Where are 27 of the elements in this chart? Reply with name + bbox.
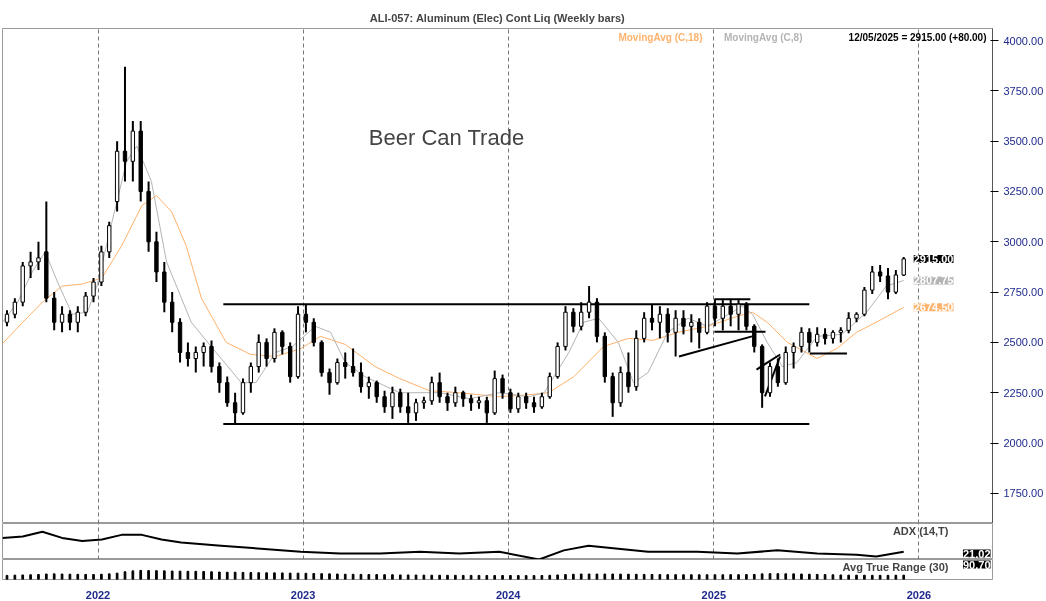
- chart-title: Avg True Range (30): [842, 560, 949, 573]
- x-tick-label: 2023: [290, 588, 316, 601]
- x-tick-label: 2025: [701, 588, 727, 601]
- text: MovingAvg (C,8): [723, 31, 803, 43]
- x-tick-label: 2022: [85, 588, 111, 601]
- y-tick-label: 2500.00: [1003, 336, 1044, 349]
- annotation: 21.02: [962, 547, 991, 560]
- chart-title: ALI-057: Aluminum (Elec) Cont Liq (Weekly bars): [369, 11, 626, 24]
- y-tick-label: 2750.00: [1003, 286, 1044, 299]
- annotation: 2915.00: [913, 252, 954, 265]
- y-tick-label: 3750.00: [1003, 84, 1044, 97]
- y-tick-label: 2250.00: [1003, 386, 1044, 399]
- annotation: 2807.75: [913, 274, 954, 287]
- annotation: 12/05/2025 = 2915.00 (+80.00): [848, 31, 987, 43]
- y-tick-label: 3000.00: [1003, 235, 1044, 248]
- y-tick-label: 2000.00: [1003, 437, 1044, 450]
- annotation: 2674.50: [913, 301, 954, 314]
- annotation: Beer Can Trade: [368, 124, 525, 150]
- chart-title: ADX (14,T): [892, 524, 949, 537]
- annotation: 90.70: [962, 558, 991, 571]
- x-tick-label: 2024: [495, 588, 522, 601]
- y-tick-label: 3500.00: [1003, 135, 1044, 148]
- text: MovingAvg (C,18): [618, 31, 703, 43]
- y-tick-label: 4000.00: [1003, 34, 1044, 47]
- y-tick-label: 3250.00: [1003, 185, 1044, 198]
- x-tick-label: 2026: [906, 588, 932, 601]
- y-tick-label: 1750.00: [1003, 487, 1044, 500]
